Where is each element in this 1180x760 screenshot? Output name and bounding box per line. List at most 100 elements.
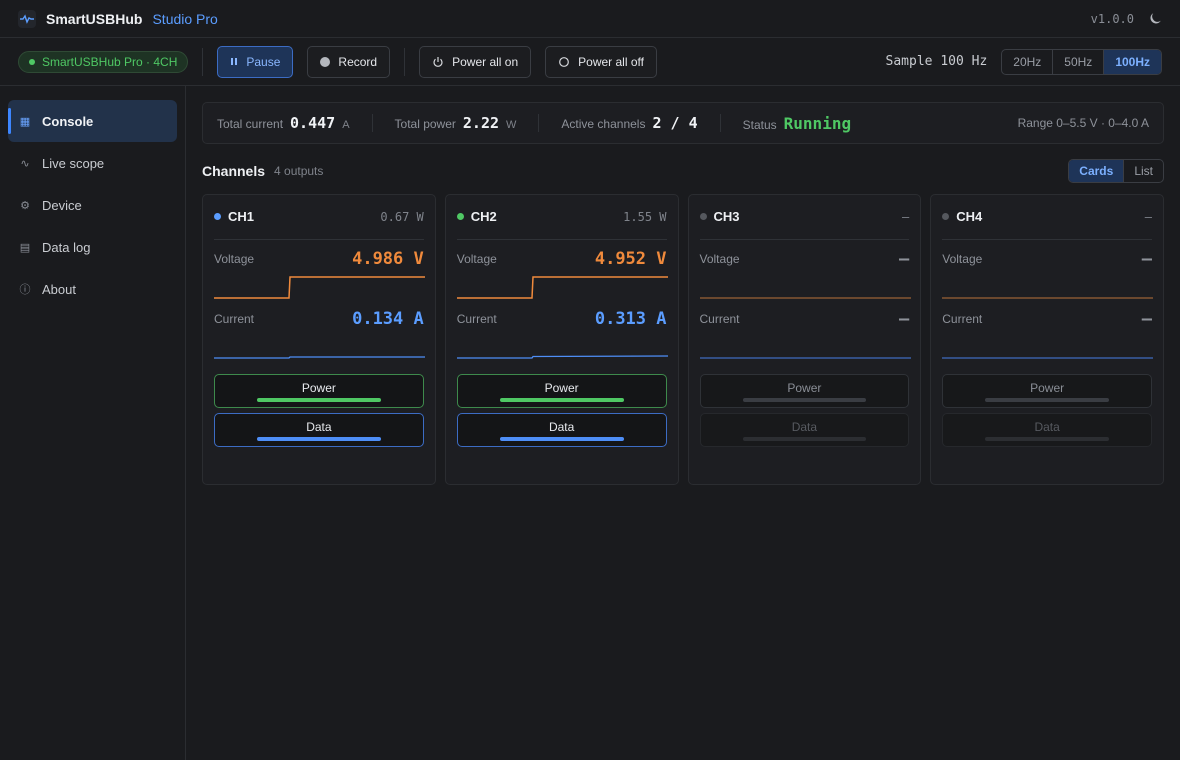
view-cards-tab[interactable]: Cards	[1069, 160, 1125, 182]
channel-power-watts: 0.67 W	[380, 209, 424, 224]
current-sparkline	[214, 356, 425, 359]
view-list-tab[interactable]: List	[1134, 164, 1153, 178]
current-label: Current	[214, 312, 255, 326]
pause-icon	[231, 58, 238, 65]
summary-divider	[719, 114, 721, 132]
status-value: Running	[783, 113, 852, 133]
channel-card-ch1: CH1 0.67 W Voltage 4.986 V Current 0.134…	[202, 194, 436, 485]
data-toggle: Data	[942, 413, 1152, 447]
current-metric: Current —	[942, 300, 1154, 360]
channel-power-watts: 1.55 W	[623, 209, 667, 224]
power-icon	[433, 56, 443, 67]
total-current: Total current 0.447 A	[217, 114, 350, 132]
toolbar-divider	[404, 47, 406, 76]
current-metric: Current 0.134 A	[214, 300, 425, 360]
gear-icon: ⚙	[20, 199, 30, 212]
current-value: 0.134 A	[352, 309, 424, 329]
power-toggle[interactable]: Power	[699, 374, 910, 408]
channel-name: CH3	[713, 209, 740, 224]
sample-rate-selector: 20Hz 50Hz 100Hz	[1001, 48, 1162, 75]
power-toggle-label: Power	[544, 381, 579, 395]
pause-button[interactable]: Pause	[217, 45, 294, 78]
data-toggle-label: Data	[548, 420, 575, 434]
summary-bar: Total current 0.447 A Total power 2.22 W…	[202, 102, 1164, 144]
power-toggle[interactable]: Power	[456, 374, 667, 408]
run-status: Status Running	[743, 114, 851, 133]
view-mode-selector: Cards List	[1068, 159, 1164, 183]
power-all-on-label: Power all on	[452, 54, 519, 69]
title-bar: SmartUSBHub Studio Pro v1.0.0	[0, 0, 1180, 38]
current-label: Current	[699, 312, 740, 326]
total-current-value: 0.447	[290, 114, 336, 132]
active-channels: Active channels 2 / 4	[561, 114, 697, 132]
voltage-value: 4.952 V	[594, 249, 667, 269]
sidebar-item-label: Console	[42, 113, 94, 129]
sidebar-item-console[interactable]: ▦ Console	[8, 100, 177, 142]
app-name: SmartUSBHub	[46, 10, 143, 27]
power-toggle[interactable]: Power	[214, 374, 424, 408]
power-toggle-indicator	[985, 398, 1109, 402]
total-power-value: 2.22	[462, 114, 500, 132]
wave-icon: ∿	[20, 157, 30, 170]
rate-50hz[interactable]: 50Hz	[1053, 49, 1105, 74]
power-toggle-label: Power	[1030, 381, 1065, 395]
channel-cards: CH1 0.67 W Voltage 4.986 V Current 0.134…	[202, 194, 1164, 485]
total-current-label: Total current	[217, 117, 284, 131]
voltage-label: Voltage	[456, 252, 497, 266]
power-all-off-label: Power all off	[578, 54, 644, 69]
rate-20hz[interactable]: 20Hz	[1002, 49, 1054, 74]
toolbar: SmartUSBHub Pro · 4CH Pause Record Power…	[0, 38, 1180, 86]
power-toggle[interactable]: Power	[942, 374, 1152, 408]
power-all-on-button[interactable]: Power all on	[419, 45, 532, 78]
range-label: Range 0–5.5 V · 0–4.0 A	[1017, 116, 1149, 130]
active-channels-value: 2 / 4	[652, 114, 698, 132]
data-toggle-indicator	[499, 437, 624, 441]
channels-count: 4 outputs	[274, 164, 324, 178]
sample-rate-label: Sample 100 Hz	[885, 54, 988, 69]
voltage-label: Voltage	[214, 252, 255, 266]
voltage-metric: Voltage —	[699, 240, 911, 300]
voltage-sparkline	[942, 297, 1154, 299]
current-value: 0.313 A	[594, 309, 667, 329]
sidebar-item-live-scope[interactable]: ∿ Live scope	[8, 142, 177, 184]
voltage-sparkline	[214, 276, 425, 299]
data-toggle-indicator	[742, 437, 867, 441]
record-button[interactable]: Record	[307, 45, 391, 78]
data-toggle-indicator	[985, 437, 1109, 441]
toolbar-divider	[202, 47, 204, 76]
channel-card-header: CH1 0.67 W	[214, 206, 424, 240]
data-toggle: Data	[699, 413, 910, 447]
summary-divider	[371, 114, 373, 132]
sidebar-item-about[interactable]: ⓘ About	[8, 268, 177, 310]
power-all-off-button[interactable]: Power all off	[545, 45, 657, 78]
data-toggle[interactable]: Data	[214, 413, 424, 447]
voltage-value: —	[899, 249, 910, 269]
rate-100hz[interactable]: 100Hz	[1104, 49, 1161, 74]
data-toggle-label: Data	[1034, 420, 1060, 434]
channel-power-watts: –	[902, 209, 910, 224]
power-toggle-indicator	[257, 398, 381, 402]
power-toggle-indicator	[499, 398, 624, 402]
device-label: SmartUSBHub Pro · 4CH	[42, 54, 178, 69]
active-channels-label: Active channels	[561, 117, 646, 131]
channel-name: CH4	[956, 209, 983, 224]
current-sparkline	[699, 357, 911, 359]
sidebar-item-device[interactable]: ⚙ Device	[8, 184, 177, 226]
channels-header: Channels 4 outputs Cards List	[202, 158, 1164, 184]
channel-status-dot-icon	[699, 213, 707, 220]
data-toggle-label: Data	[791, 420, 818, 434]
channel-power-watts: –	[1144, 209, 1152, 224]
sidebar-item-data-log[interactable]: ▤ Data log	[8, 226, 177, 268]
table-icon: ▤	[19, 241, 31, 254]
channel-card-ch3: CH3 – Voltage — Current — Power	[687, 194, 922, 485]
channel-status-dot-icon	[942, 213, 950, 220]
data-toggle[interactable]: Data	[456, 413, 667, 447]
power-toggle-indicator	[742, 398, 867, 402]
voltage-metric: Voltage 4.952 V	[456, 240, 668, 300]
version-label: v1.0.0	[1090, 11, 1134, 26]
channel-status-dot-icon	[214, 213, 221, 220]
info-icon: ⓘ	[19, 284, 31, 296]
current-sparkline	[456, 355, 668, 359]
device-status-pill[interactable]: SmartUSBHub Pro · 4CH	[18, 50, 189, 73]
theme-toggle-moon-icon[interactable]	[1148, 12, 1162, 26]
